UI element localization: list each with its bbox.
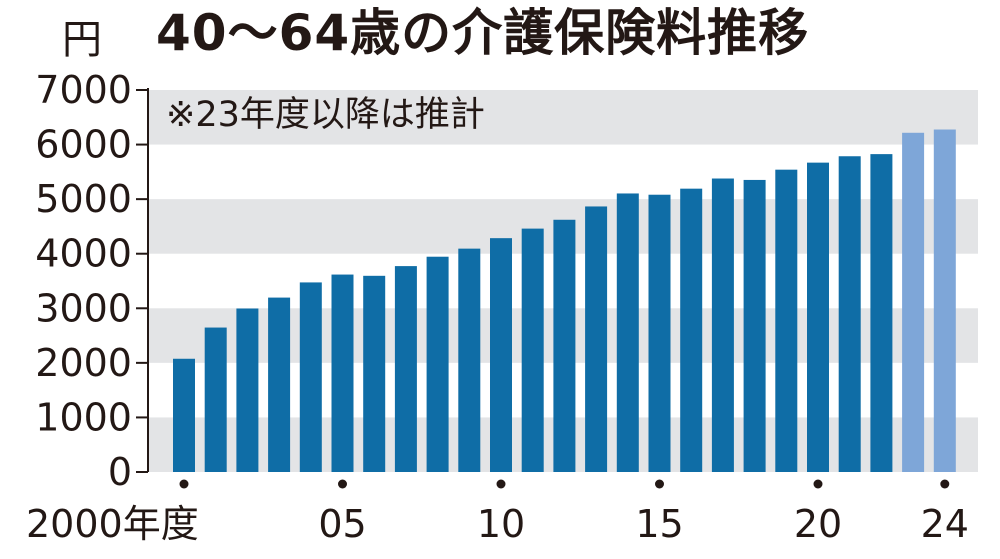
x-tick-label: 2000年度 [26, 502, 199, 546]
bar [711, 178, 734, 472]
x-tick-dot [813, 479, 823, 489]
bar [363, 275, 386, 472]
bar [585, 206, 608, 472]
x-tick-dot [338, 479, 347, 489]
bar [838, 156, 861, 473]
x-tick-label: 10 [477, 502, 525, 546]
bar [807, 162, 829, 472]
x-tick-label: 15 [635, 502, 683, 546]
bar [394, 266, 417, 472]
x-tick-dot [655, 479, 664, 489]
chart-title: 40～64歳の介護保険料推移 [156, 4, 810, 62]
y-tick-label: 7000 [35, 68, 132, 112]
bar [743, 179, 766, 472]
estimate-note: ※23年度以降は推計 [166, 95, 485, 135]
bar [648, 194, 671, 472]
bar-estimated [902, 132, 925, 472]
bar [458, 248, 481, 472]
bar [521, 228, 544, 472]
y-tick-label: 4000 [35, 232, 132, 276]
y-tick-label: 1000 [35, 395, 132, 439]
y-tick-label: 0 [108, 450, 132, 494]
bar [553, 219, 576, 472]
bar [236, 308, 259, 472]
x-tick-label: 05 [318, 502, 366, 546]
y-tick-label: 6000 [35, 123, 132, 167]
y-tick-label: 3000 [35, 286, 132, 330]
y-tick-label: 5000 [35, 177, 132, 221]
bar [331, 274, 354, 472]
x-tick-dot [496, 479, 506, 489]
bar [204, 327, 227, 472]
bar [268, 297, 291, 472]
bar [775, 169, 798, 472]
x-tick-label: 24 [921, 502, 969, 546]
grid-band [148, 90, 978, 145]
bar [426, 256, 449, 472]
bar [173, 358, 195, 472]
bar [680, 188, 703, 472]
bar [616, 193, 639, 473]
x-tick-label: 20 [794, 502, 842, 546]
x-tick-dot [179, 479, 189, 489]
bar [299, 282, 322, 472]
bar-estimated [933, 129, 956, 473]
y-unit-label: 円 [62, 17, 102, 63]
bar [490, 238, 512, 472]
bar [870, 154, 893, 472]
y-tick-label: 2000 [35, 341, 132, 385]
x-tick-dot [940, 479, 950, 489]
